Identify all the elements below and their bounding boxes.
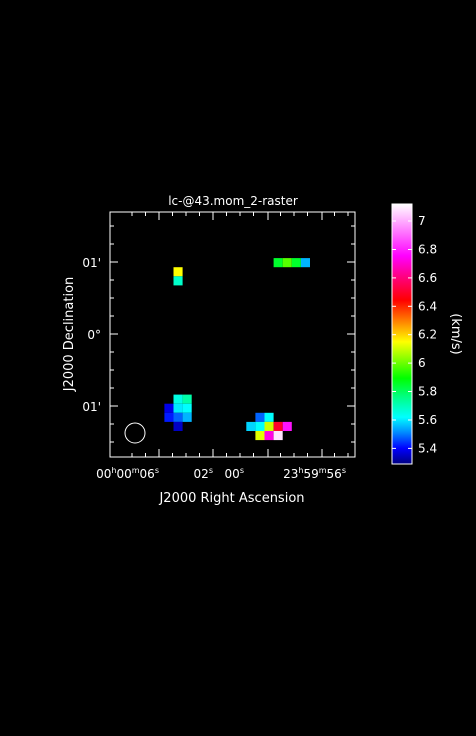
y-tick-label: 01' — [82, 400, 101, 414]
raster-pixel — [173, 276, 183, 286]
raster-pixel — [173, 394, 183, 404]
raster-pixel — [173, 412, 183, 422]
major-ticks — [110, 212, 355, 457]
raster-pixel — [246, 421, 256, 431]
chart-title: lc-@43.mom_2-raster — [168, 194, 298, 208]
raster-pixel — [273, 431, 283, 441]
colorbar-tick-label: 6 — [418, 356, 426, 370]
colorbar-tick-label: 5.6 — [418, 413, 437, 427]
beam-ellipse — [124, 422, 146, 444]
y-tick-label: 01' — [82, 256, 101, 270]
colorbar-ticks — [392, 220, 412, 449]
x-axis-label: J2000 Right Ascension — [158, 491, 304, 506]
raster-pixel — [264, 421, 274, 431]
y-axis-label: J2000 Declination — [62, 277, 77, 393]
raster-pixels — [164, 258, 310, 441]
raster-pixel — [273, 421, 283, 431]
raster-pixel — [282, 258, 292, 268]
raster-pixel — [282, 421, 292, 431]
x-tick-label: 00h00m06s — [96, 466, 159, 481]
raster-pixel — [300, 258, 310, 268]
raster-pixel — [273, 258, 283, 268]
raster-pixel — [255, 412, 265, 422]
raster-pixel — [173, 267, 183, 277]
colorbar — [392, 204, 412, 464]
colorbar-tick-label: 6.6 — [418, 271, 437, 285]
colorbar-tick-label: 6.4 — [418, 299, 437, 313]
raster-pixel — [173, 421, 183, 431]
raster-pixel — [264, 412, 274, 422]
x-tick-label: 00s — [225, 466, 244, 481]
raster-pixel — [255, 421, 265, 431]
colorbar-tick-labels: 7 6.8 6.6 6.4 6.2 6 5.8 5.6 5.4 — [418, 214, 437, 455]
raster-pixel — [264, 431, 274, 441]
colorbar-label: (km/s) — [448, 313, 463, 355]
colorbar-tick-label: 5.4 — [418, 441, 437, 455]
raster-pixel — [182, 403, 192, 413]
x-tick-label: 02s — [194, 466, 213, 481]
colorbar-tick-label: 7 — [418, 214, 426, 228]
raster-pixel — [164, 412, 174, 422]
colorbar-frame — [391, 203, 413, 465]
raster-pixel — [173, 403, 183, 413]
x-tick-label: 23h59m56s — [283, 466, 346, 481]
colorbar-tick-label: 5.8 — [418, 385, 437, 399]
colorbar-tick-label: 6.8 — [418, 243, 437, 257]
y-tick-label: 0° — [87, 328, 101, 342]
raster-pixel — [182, 394, 192, 404]
colorbar-tick-label: 6.2 — [418, 328, 437, 342]
raster-pixel — [255, 431, 265, 441]
raster-pixel — [164, 403, 174, 413]
minor-ticks — [110, 212, 355, 457]
raster-pixel — [291, 258, 301, 268]
raster-pixel — [182, 412, 192, 422]
